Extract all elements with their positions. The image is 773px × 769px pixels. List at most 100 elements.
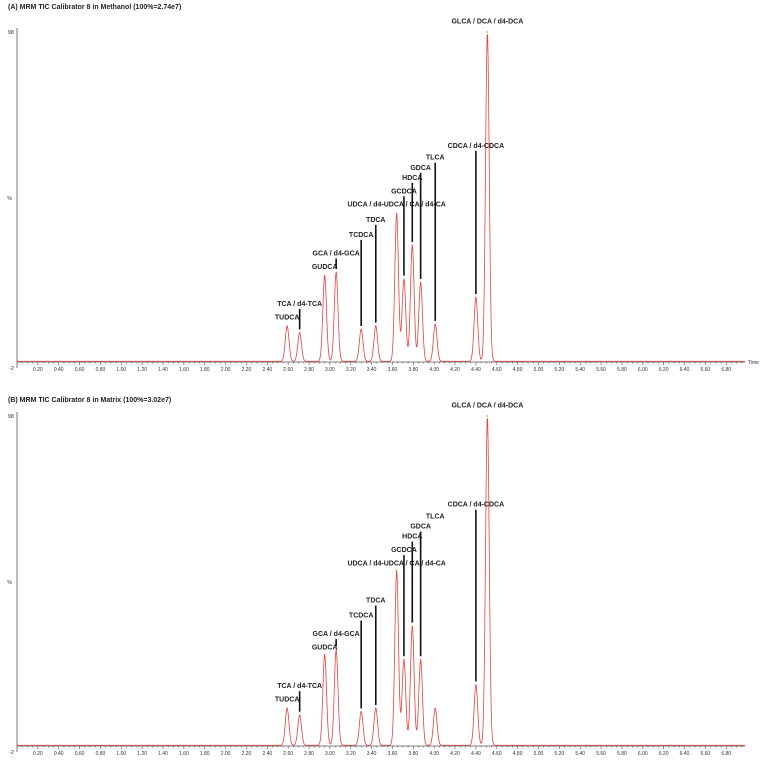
x-tick-label: 5.80 xyxy=(617,751,627,757)
x-tick-label: 1.20 xyxy=(137,367,147,373)
x-tick-label: 1.20 xyxy=(137,751,147,757)
chromatogram-panel-b: (B) MRM TIC Calibrator 8 in Matrix (100%… xyxy=(7,397,745,757)
x-tick-label: 2.60 xyxy=(283,367,293,373)
peak-annotation-label: GCDCA xyxy=(391,188,417,195)
x-tick-label: 5.00 xyxy=(534,367,544,373)
x-tick-label: 5.60 xyxy=(596,367,606,373)
x-tick-label: 5.80 xyxy=(617,367,627,373)
peak-annotation-label: TCDCA xyxy=(349,232,374,239)
x-tick-label: 0.40 xyxy=(54,751,64,757)
x-tick-label: 2.20 xyxy=(242,751,252,757)
x-tick-label: 1.60 xyxy=(179,367,189,373)
y-tick-label-top: 98 xyxy=(8,414,14,420)
x-tick-label: 1.00 xyxy=(116,367,126,373)
x-tick-label: 3.60 xyxy=(388,751,398,757)
peak-annotation-label: TUDCA xyxy=(275,314,300,321)
peak-point-10 xyxy=(420,659,422,661)
peak-point-13 xyxy=(486,31,488,33)
x-tick-label: 6.20 xyxy=(659,751,669,757)
x-tick-label: 4.80 xyxy=(513,367,523,373)
x-tick-label: 6.20 xyxy=(659,367,669,373)
peak-point-7 xyxy=(396,569,398,572)
x-tick-label: 4.40 xyxy=(471,751,481,757)
x-tick-label: 0.60 xyxy=(75,367,85,373)
peak-point-3 xyxy=(324,653,326,656)
peak-point-6 xyxy=(375,325,377,327)
peak-annotation-label: TCDCA xyxy=(349,613,374,620)
x-tick-label: 2.80 xyxy=(304,751,314,757)
peak-point-11 xyxy=(434,323,436,325)
x-tick-label: 1.80 xyxy=(200,751,210,757)
x-tick-label: 4.00 xyxy=(429,751,439,757)
x-tick-label: 6.80 xyxy=(721,367,731,373)
y-tick-label-top: 98 xyxy=(8,30,14,36)
peak-point-1 xyxy=(286,325,288,327)
y-tick-label-bottom: -2 xyxy=(9,366,14,372)
x-tick-label: 0.20 xyxy=(33,367,43,373)
peak-point-5 xyxy=(360,711,362,713)
peak-annotation-label: GCDCA xyxy=(391,547,417,554)
x-tick-label: 0.80 xyxy=(96,751,106,757)
peak-point-2 xyxy=(299,332,301,334)
peak-annotation-label: GCA / d4-GCA xyxy=(313,631,360,638)
peak-annotation-label: GCA / d4-GCA xyxy=(313,250,360,257)
x-tick-label: 5.60 xyxy=(596,751,606,757)
peak-annotation-label: CDCA / d4-CDCA xyxy=(448,143,505,150)
x-tick-label: 5.40 xyxy=(575,751,585,757)
peak-point-8 xyxy=(403,659,405,661)
chart-title: (A) MRM TIC Calibrator 8 in Methanol (10… xyxy=(8,4,181,11)
peak-point-10 xyxy=(420,281,422,283)
peak-point-4 xyxy=(335,271,337,273)
peak-point-1 xyxy=(286,707,288,709)
x-tick-label: 0.20 xyxy=(33,751,43,757)
x-tick-label: 3.40 xyxy=(367,367,377,373)
peak-point-3 xyxy=(324,275,326,277)
peak-annotation-label: GDCA xyxy=(410,165,431,172)
peak-annotation-label: TUDCA xyxy=(275,697,300,704)
peak-point-12 xyxy=(475,684,477,686)
x-tick-label: 4.20 xyxy=(450,751,460,757)
peak-annotation-label: UDCA / d4-UDCA / CA / d4-CA xyxy=(347,561,445,568)
x-tick-label: 5.20 xyxy=(554,367,564,373)
x-tick-label: 3.60 xyxy=(388,367,398,373)
x-tick-label: 4.60 xyxy=(492,751,502,757)
peak-point-12 xyxy=(475,296,477,299)
peak-annotation-label: HDCA xyxy=(402,175,422,182)
peak-annotation-label: GLCA / DCA / d4-DCA xyxy=(451,403,523,410)
x-tick-label: 3.20 xyxy=(346,751,356,757)
peak-annotation-label: GLCA / DCA / d4-DCA xyxy=(451,19,523,26)
peak-annotation-label: GUDCA xyxy=(312,264,338,271)
x-tick-label: 2.60 xyxy=(283,751,293,757)
peak-point-6 xyxy=(375,707,377,709)
peak-annotation-label: TCA / d4-TCA xyxy=(277,301,322,308)
x-tick-label: 1.80 xyxy=(200,367,210,373)
x-tick-label: 3.80 xyxy=(408,367,418,373)
peak-point-4 xyxy=(335,648,337,651)
peak-point-5 xyxy=(360,328,362,330)
x-tick-label: 3.20 xyxy=(346,367,356,373)
x-tick-label: 6.00 xyxy=(638,367,648,373)
x-tick-label: 2.40 xyxy=(262,751,272,757)
x-tick-label: 6.40 xyxy=(680,751,690,757)
x-tick-label: 2.40 xyxy=(262,367,272,373)
x-tick-label: 6.60 xyxy=(700,751,710,757)
x-tick-label: 0.40 xyxy=(54,367,64,373)
x-tick-label: 4.40 xyxy=(471,367,481,373)
x-tick-label: 1.40 xyxy=(158,367,168,373)
x-tick-label: 1.00 xyxy=(116,751,126,757)
x-tick-label: 3.80 xyxy=(408,751,418,757)
x-tick-label: 6.40 xyxy=(680,367,690,373)
peak-annotation-label: TDCA xyxy=(366,217,385,224)
x-tick-label: 6.60 xyxy=(700,367,710,373)
x-tick-label: 5.20 xyxy=(554,751,564,757)
x-axis-label: Time xyxy=(748,360,759,366)
x-tick-label: 4.60 xyxy=(492,367,502,373)
x-tick-label: 4.20 xyxy=(450,367,460,373)
y-axis-label: % xyxy=(7,580,12,586)
x-tick-label: 0.60 xyxy=(75,751,85,757)
peak-annotation-label: GDCA xyxy=(410,524,431,531)
x-tick-label: 2.00 xyxy=(221,751,231,757)
peak-annotation-label: TDCA xyxy=(366,597,385,604)
x-tick-label: 6.80 xyxy=(721,751,731,757)
peak-point-7 xyxy=(396,212,398,215)
